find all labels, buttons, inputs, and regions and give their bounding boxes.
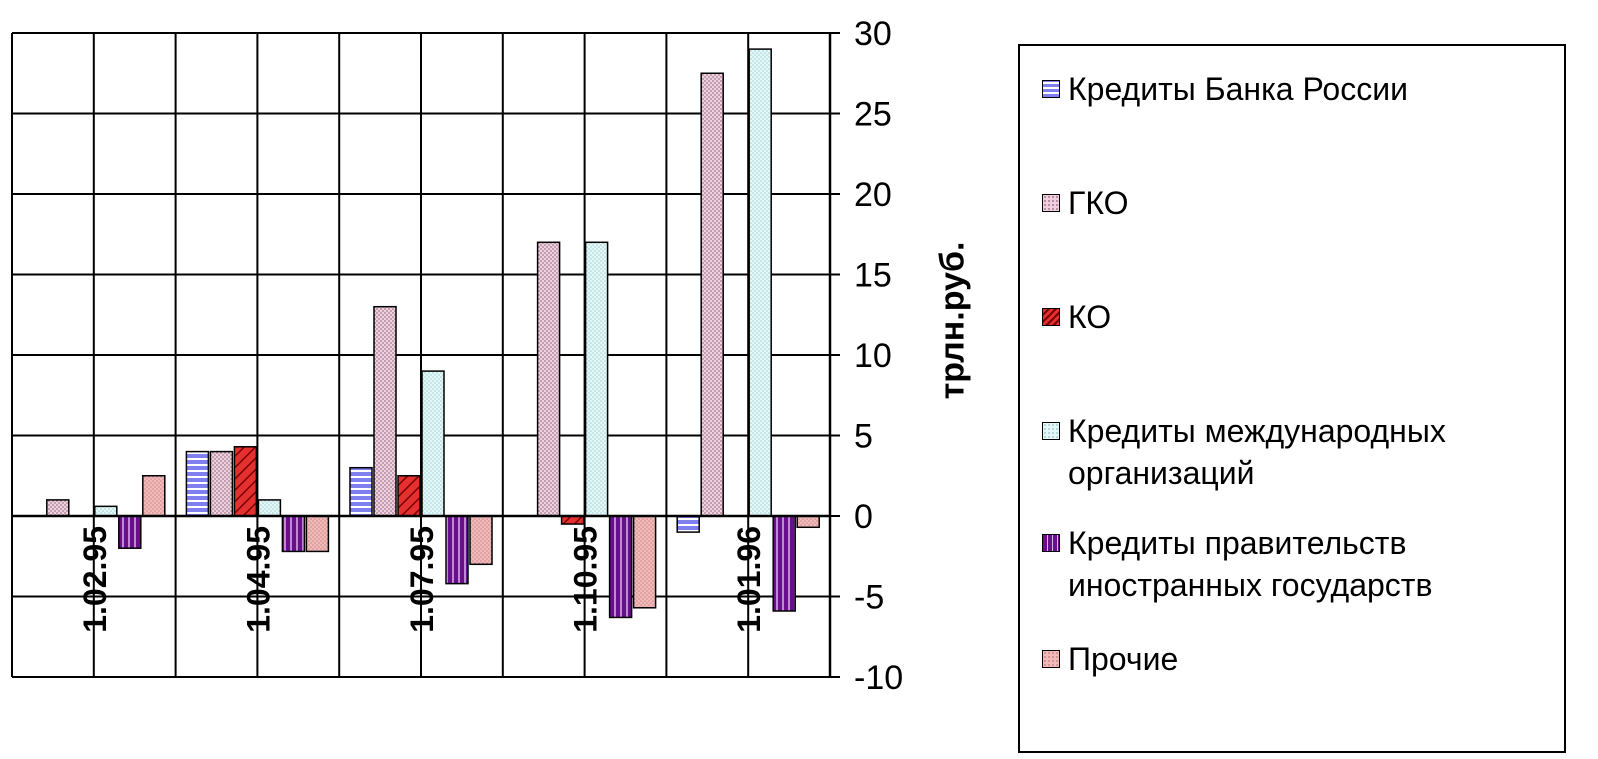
y-axis-label-text: трлн.руб. <box>933 241 972 399</box>
bar <box>796 515 820 529</box>
x-tick-label: 1.04.95 <box>240 526 276 633</box>
bar <box>257 499 282 517</box>
bar <box>772 515 796 612</box>
legend-swatch-icon <box>1042 534 1060 552</box>
legend-swatch-icon <box>1042 194 1060 212</box>
bar <box>46 499 70 517</box>
legend-item-ko: КО <box>1042 296 1111 338</box>
legend-label: ГКО <box>1068 185 1129 221</box>
legend-item-intl: Кредиты международных организаций <box>1042 410 1446 494</box>
x-tick-label: 1.10.95 <box>568 526 604 633</box>
y-tick-label: 30 <box>854 15 892 53</box>
bar <box>233 446 258 517</box>
x-tick-label: 1.02.95 <box>77 526 113 633</box>
legend-item-gko: ГКО <box>1042 182 1129 224</box>
bar <box>608 515 633 619</box>
legend-swatch-icon <box>1042 308 1060 326</box>
bar <box>632 515 657 609</box>
bar <box>373 305 397 517</box>
bar <box>584 241 609 517</box>
legend-item-bank-russia: Кредиты Банка России <box>1042 68 1408 110</box>
y-tick-label: 5 <box>854 418 873 456</box>
bar <box>445 515 469 585</box>
bar <box>676 515 700 533</box>
bar <box>142 475 166 517</box>
legend-swatch-icon <box>1042 80 1060 98</box>
bar <box>536 241 561 517</box>
y-tick-label: -10 <box>854 659 903 697</box>
y-tick-label: 25 <box>854 96 892 134</box>
bar <box>209 450 234 517</box>
y-tick-label: 10 <box>854 337 892 375</box>
bar <box>185 450 210 517</box>
legend-label: Прочие <box>1068 641 1179 677</box>
bar <box>281 515 306 553</box>
y-tick-label: 0 <box>854 498 873 536</box>
legend-label: Кредиты Банка России <box>1068 71 1408 107</box>
bar <box>118 515 142 549</box>
legend-swatch-icon <box>1042 650 1060 668</box>
bar <box>700 72 724 517</box>
legend-swatch-icon <box>1042 422 1060 440</box>
y-tick-label: 15 <box>854 257 892 295</box>
bar <box>421 370 445 517</box>
y-axis-label: трлн.руб. <box>918 150 988 490</box>
bar <box>305 515 330 553</box>
legend-label: Кредиты правительств иностранных государ… <box>1068 525 1433 603</box>
bar <box>397 475 421 517</box>
y-tick-label: 20 <box>854 176 892 214</box>
x-tick-label: 1.01.96 <box>731 526 767 633</box>
y-tick-label: -5 <box>854 579 884 617</box>
x-tick-label: 1.07.95 <box>404 526 440 633</box>
legend-label: Кредиты международных организаций <box>1068 413 1446 491</box>
bar <box>94 505 118 517</box>
legend: Кредиты Банка России ГКО КО Кредиты межд… <box>1018 44 1566 753</box>
bar <box>469 515 493 566</box>
legend-item-other: Прочие <box>1042 638 1178 680</box>
legend-label: КО <box>1068 299 1112 335</box>
bar <box>748 48 772 517</box>
bar <box>349 466 373 517</box>
legend-item-gov: Кредиты правительств иностранных государ… <box>1042 522 1432 606</box>
